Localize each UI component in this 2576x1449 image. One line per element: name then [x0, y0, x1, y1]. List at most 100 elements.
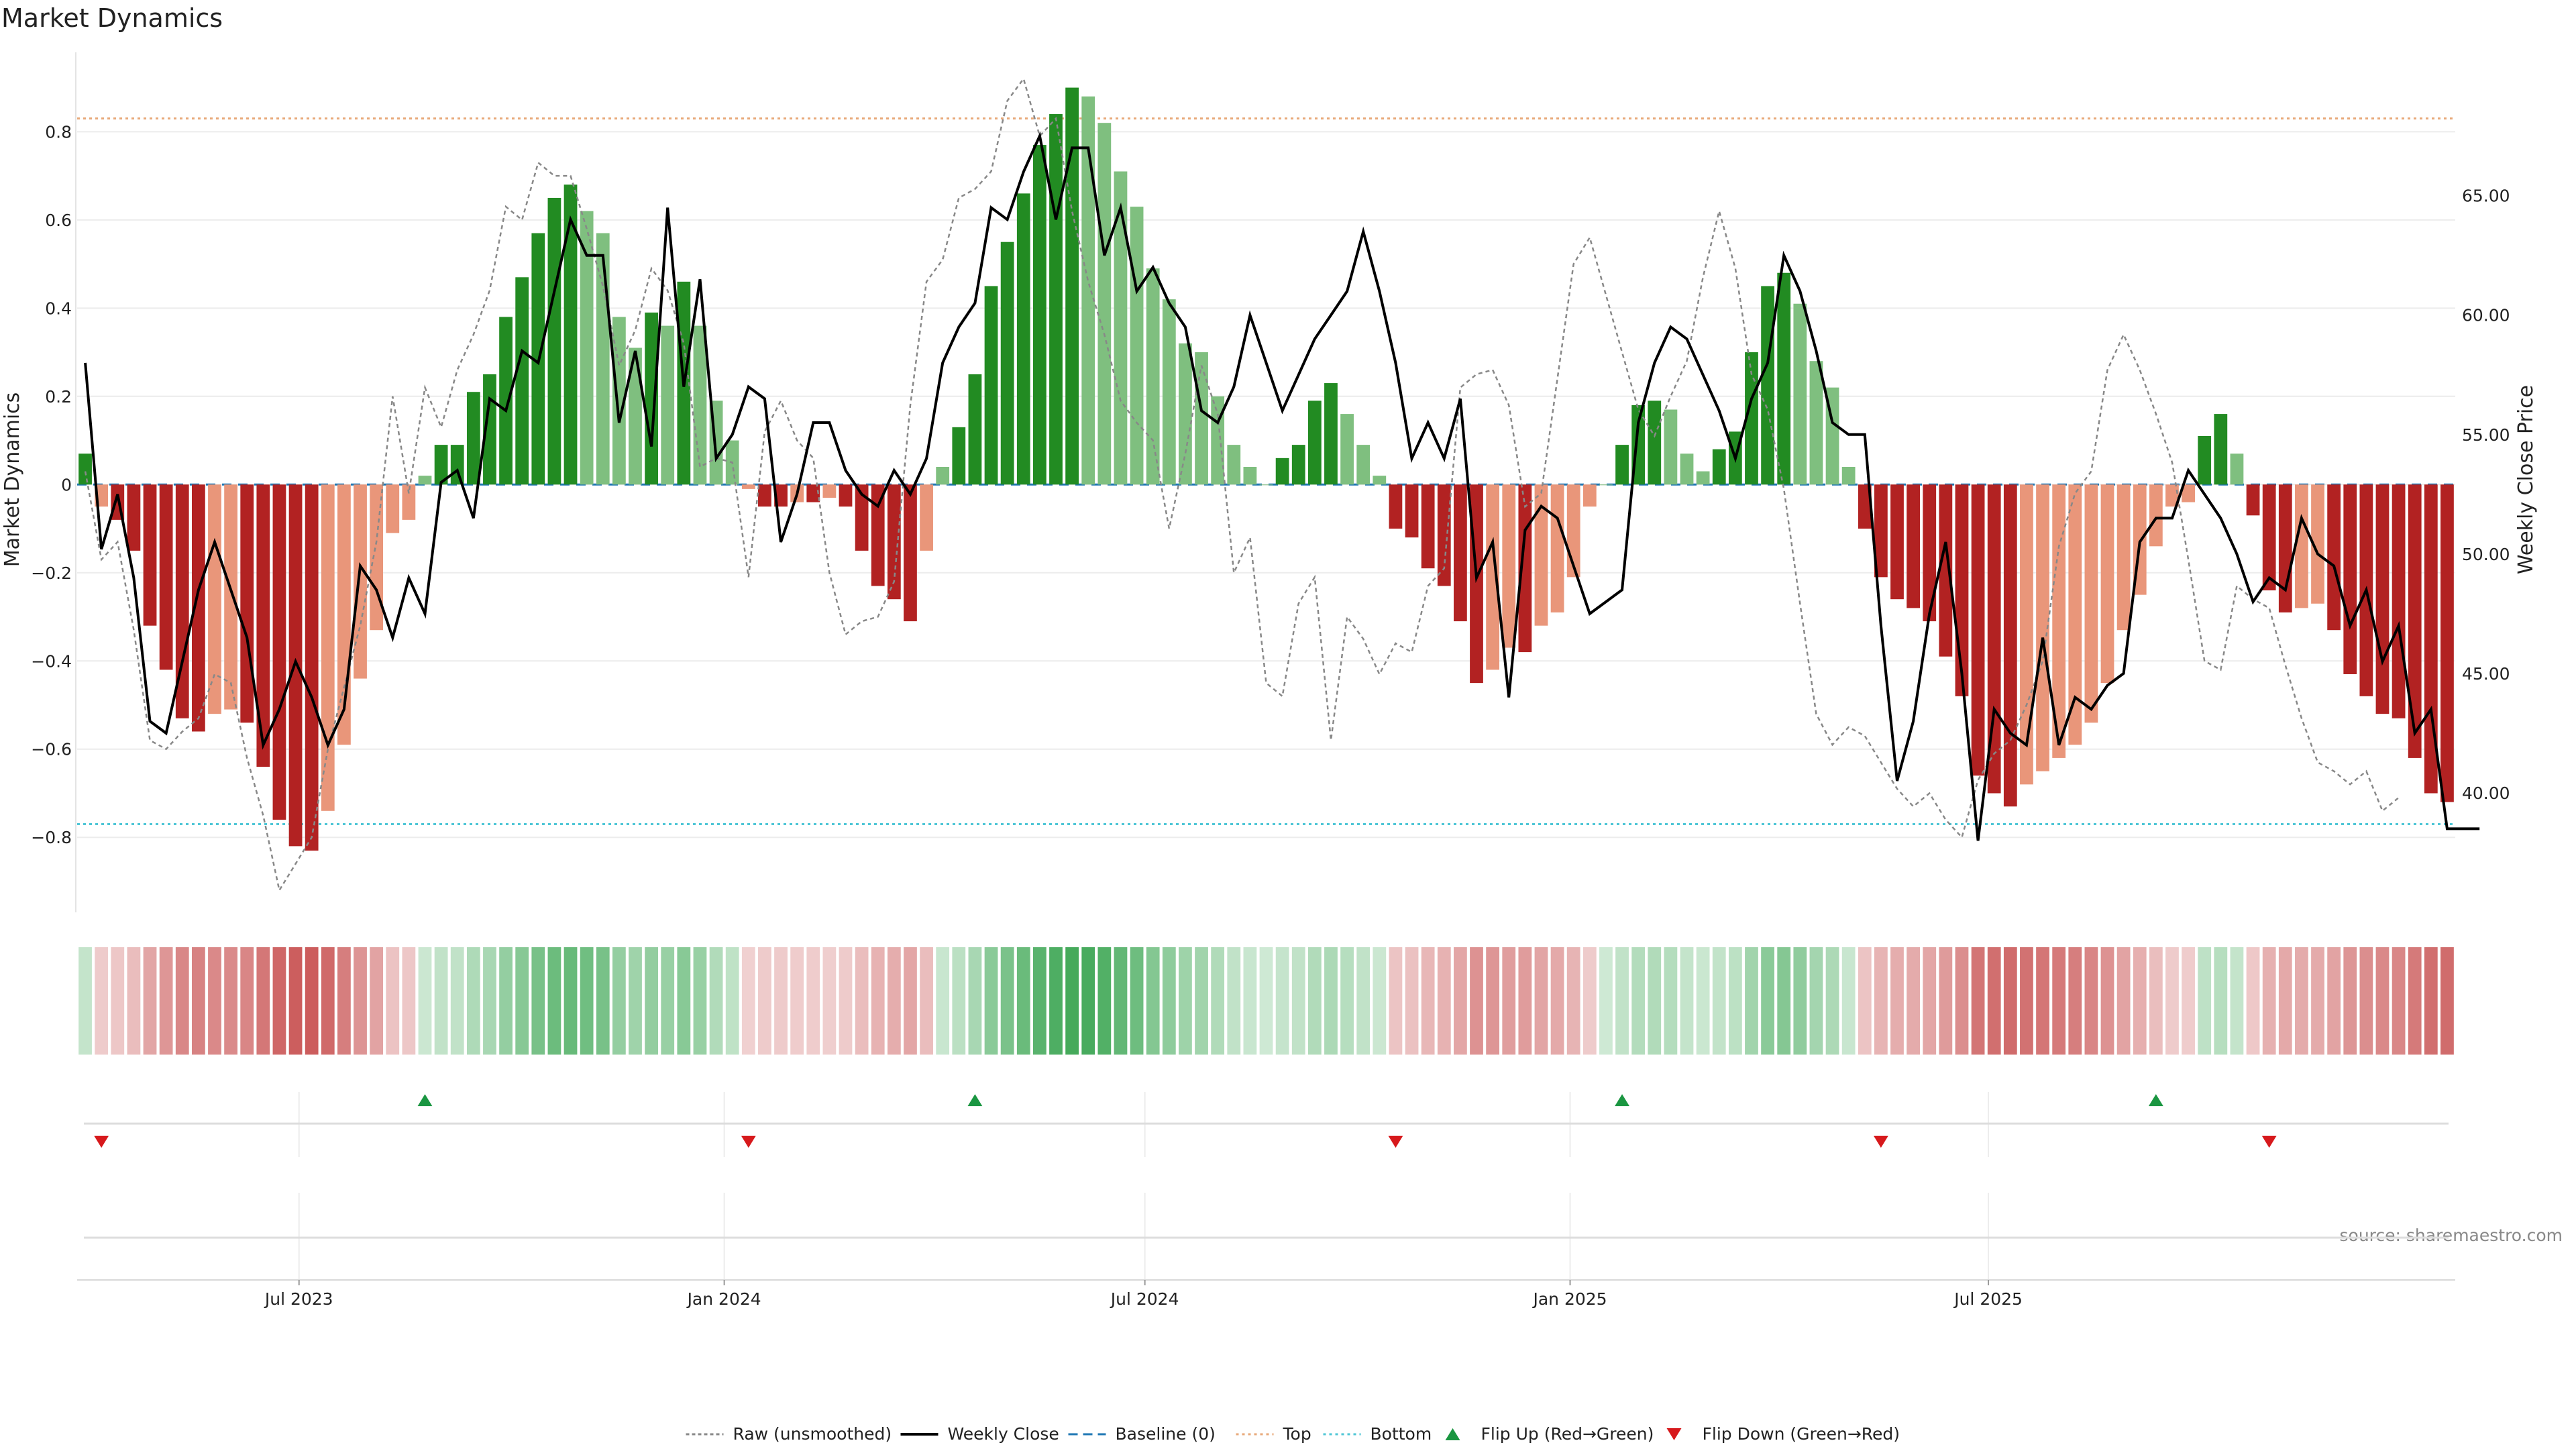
strip-cell: [2295, 947, 2308, 1055]
dynamics-bar: [450, 445, 464, 485]
dynamics-bar: [629, 347, 642, 485]
strip-cell: [984, 947, 998, 1055]
legend-label: Bottom: [1371, 1424, 1432, 1444]
strip-cell: [418, 947, 432, 1055]
strip-cell: [1777, 947, 1791, 1055]
legend-swatch: [1666, 1428, 1682, 1440]
dynamics-bar: [1437, 484, 1451, 586]
strip-cell: [370, 947, 384, 1055]
dynamics-bar: [434, 445, 448, 485]
strip-cell: [2149, 947, 2163, 1055]
y-tick-label-left: 0.2: [45, 387, 72, 407]
dynamics-bar: [1615, 445, 1629, 485]
dynamics-bar: [2440, 484, 2454, 802]
dynamics-bar: [354, 484, 367, 679]
strip-cell: [1599, 947, 1613, 1055]
dynamics-bar: [2246, 484, 2260, 516]
dynamics-bar: [612, 317, 626, 485]
strip-cell: [1858, 947, 1872, 1055]
strip-cell: [580, 947, 594, 1055]
dynamics-bar: [305, 484, 319, 851]
strip-cell: [2133, 947, 2147, 1055]
y-tick-label-left: 0.8: [45, 122, 72, 142]
strip-cell: [95, 947, 109, 1055]
dynamics-bar: [2262, 484, 2276, 591]
dynamics-bar: [78, 453, 92, 485]
dynamics-bar: [2003, 484, 2017, 807]
dynamics-bar: [127, 484, 141, 551]
legend-item: Bottom: [1323, 1424, 1432, 1444]
dynamics-bar: [1227, 445, 1241, 485]
dynamics-bar: [968, 374, 982, 485]
dynamics-bar: [2327, 484, 2341, 631]
dynamics-bar: [1146, 268, 1160, 485]
dynamics-bar: [1971, 484, 1985, 776]
strip-cell: [466, 947, 480, 1055]
strip-cell: [386, 947, 400, 1055]
dynamics-bar: [321, 484, 335, 811]
dynamics-bar: [1793, 303, 1807, 485]
dynamics-bar: [1745, 352, 1758, 485]
strip-cell: [1550, 947, 1564, 1055]
strip-cell: [1955, 947, 1969, 1055]
strip-cell: [2084, 947, 2098, 1055]
strip-cell: [483, 947, 496, 1055]
strip-cell: [1097, 947, 1112, 1055]
strip-cell: [2392, 947, 2406, 1055]
strip-cell: [774, 947, 788, 1055]
strip-cell: [2262, 947, 2276, 1055]
strip-cell: [1841, 947, 1856, 1055]
y-tick-label-left: 0.4: [45, 299, 72, 318]
strip-cell: [1664, 947, 1678, 1055]
dynamics-bar: [1664, 409, 1678, 485]
dynamics-bar: [515, 277, 529, 485]
dynamics-bar: [1680, 453, 1694, 485]
strip-cell: [2003, 947, 2017, 1055]
strip-cell: [1291, 947, 1305, 1055]
strip-cell: [2116, 947, 2131, 1055]
dynamics-bar: [1324, 383, 1338, 485]
x-tick-label: Jul 2023: [264, 1289, 333, 1309]
strip-cell: [159, 947, 173, 1055]
dynamics-bar: [1000, 241, 1014, 485]
strip-cell: [871, 947, 885, 1055]
dynamics-bar: [466, 392, 480, 485]
dynamics-bar: [208, 484, 221, 714]
strip-cell: [1712, 947, 1726, 1055]
strip-cell: [1745, 947, 1758, 1055]
strip-cell: [645, 947, 658, 1055]
strip-cell: [1389, 947, 1403, 1055]
strip-cell: [1211, 947, 1225, 1055]
strip-cell: [1971, 947, 1985, 1055]
dynamics-bar: [547, 197, 561, 485]
dynamics-bar: [418, 476, 432, 485]
dynamics-bar: [564, 184, 578, 485]
strip-cell: [1324, 947, 1338, 1055]
dynamics-bar: [1712, 449, 1726, 485]
strip-cell: [402, 947, 416, 1055]
dynamics-bar: [2020, 484, 2033, 785]
y-axis-right-title: Weekly Close Price: [2514, 385, 2538, 574]
strip-cell: [1146, 947, 1160, 1055]
dynamics-bar: [2165, 484, 2179, 507]
dynamics-bar: [741, 484, 755, 489]
strip-cell: [1000, 947, 1014, 1055]
y-tick-label-right: 45.00: [2462, 664, 2510, 684]
y-tick-label-left: −0.8: [31, 828, 72, 847]
x-axis: Jul 2023 Jan 2024 Jul 2024 Jan 2025 Jul 2025: [77, 1279, 2455, 1309]
strip-cell: [1582, 947, 1597, 1055]
dynamics-bar: [1356, 445, 1371, 485]
strip-cell: [1825, 947, 1839, 1055]
flip-down-marker: [94, 1136, 109, 1148]
empty-panel: [84, 1193, 2449, 1280]
strip-cell: [354, 947, 367, 1055]
strip-cell: [191, 947, 205, 1055]
dynamics-bar: [1130, 207, 1144, 485]
strip-cell: [272, 947, 286, 1055]
dynamics-bar: [2278, 484, 2292, 612]
strip-cell: [887, 947, 901, 1055]
dynamics-bar: [386, 484, 400, 533]
dynamics-bar: [224, 484, 237, 710]
